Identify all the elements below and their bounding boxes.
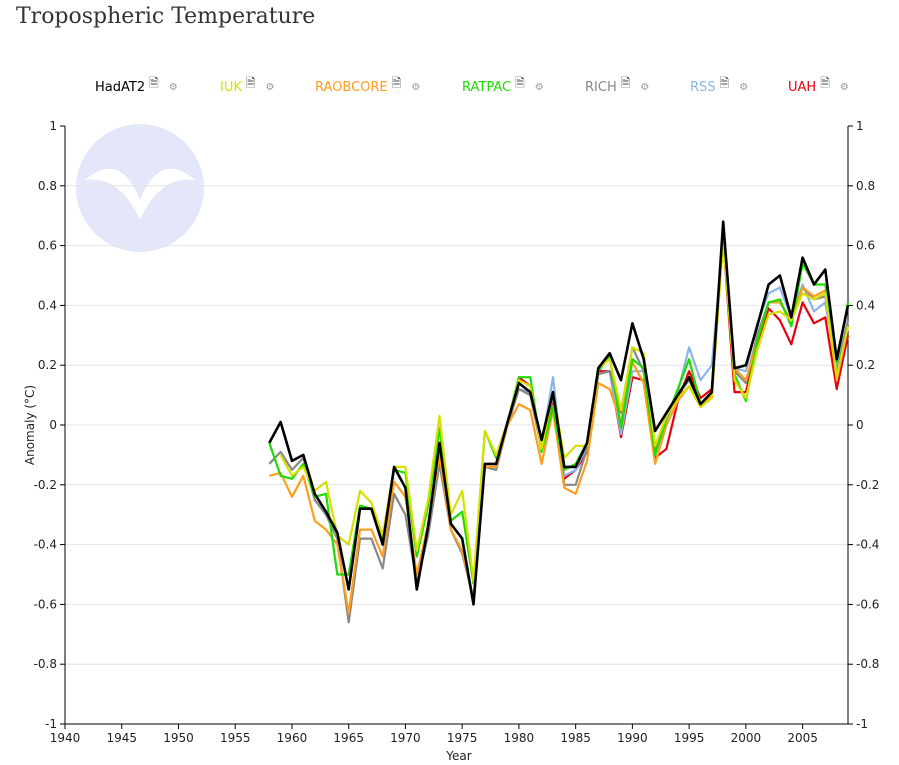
legend-item-rss[interactable]: RSS 🗎 ⚙ — [690, 76, 749, 95]
document-icon[interactable]: 🗎 — [391, 76, 402, 90]
document-icon[interactable]: 🗎 — [820, 76, 830, 90]
y-tick-label-right: 0.6 — [856, 239, 875, 253]
series-line-raobcore — [269, 238, 850, 615]
x-tick-label: 1985 — [560, 731, 591, 745]
y-axis-label: Anomaly (°C) — [23, 385, 37, 465]
series-line-hadat2 — [268, 220, 850, 606]
y-tick-label-right: -1 — [856, 717, 868, 731]
y-tick-label-left: -0.4 — [34, 538, 57, 552]
y-tick-label-right: -0.2 — [856, 478, 879, 492]
y-tick-label-right: -0.6 — [856, 597, 879, 611]
legend-item-iuk[interactable]: IUK 🗎 ⚙ — [220, 76, 275, 95]
legend-label[interactable]: RAOBCORE — [315, 80, 388, 95]
series-line-iuk — [279, 238, 850, 582]
y-tick-label-left: 0 — [49, 418, 57, 432]
x-tick-label: 2005 — [787, 731, 818, 745]
y-tick-label-left: 0.8 — [38, 179, 57, 193]
y-tick-label-right: 0.2 — [856, 358, 875, 372]
noaa-logo-bird — [85, 168, 195, 220]
y-tick-label-left: 1 — [49, 119, 57, 133]
x-tick-label: 1990 — [617, 731, 648, 745]
gear-icon[interactable]: ⚙ — [411, 82, 421, 93]
legend: HadAT2 🗎 ⚙ IUK 🗎 ⚙ RAOBCORE 🗎 ⚙ RATPAC 🗎 ⚙ RICH 🗎 ⚙ RSS… — [0, 76, 899, 102]
x-tick-label: 1955 — [220, 731, 251, 745]
x-tick-label: 1960 — [277, 731, 308, 745]
y-tick-label-left: -0.8 — [34, 657, 57, 671]
x-tick-label: 1945 — [106, 731, 137, 745]
y-tick-label-right: -0.4 — [856, 538, 879, 552]
legend-label[interactable]: UAH — [788, 80, 817, 95]
x-tick-label: 1995 — [674, 731, 705, 745]
x-axis-label: Year — [445, 749, 471, 763]
y-tick-label-left: 0.6 — [38, 239, 57, 253]
gear-icon[interactable]: ⚙ — [839, 82, 849, 93]
document-icon[interactable]: 🗎 — [149, 76, 159, 90]
legend-item-hadat2[interactable]: HadAT2 🗎 ⚙ — [95, 76, 178, 95]
legend-label[interactable]: HadAT2 — [95, 80, 146, 95]
y-tick-label-left: 0.2 — [38, 358, 57, 372]
gear-icon[interactable]: ⚙ — [534, 82, 544, 93]
noaa-logo-watermark — [76, 124, 204, 252]
y-tick-label-left: -0.6 — [34, 597, 57, 611]
gear-icon[interactable]: ⚙ — [640, 82, 650, 93]
document-icon[interactable]: 🗎 — [620, 76, 631, 90]
x-tick-label: 2000 — [731, 731, 762, 745]
legend-label[interactable]: RSS — [690, 80, 716, 95]
document-icon[interactable]: 🗎 — [719, 76, 730, 90]
gear-icon[interactable]: ⚙ — [265, 82, 275, 93]
x-tick-label: 1950 — [163, 731, 194, 745]
page-title: Tropospheric Temperature — [16, 4, 316, 29]
legend-item-raobcore[interactable]: RAOBCORE 🗎 ⚙ — [315, 76, 421, 95]
x-tick-label: 1980 — [504, 731, 535, 745]
legend-label[interactable]: RICH — [585, 80, 617, 95]
document-icon[interactable]: 🗎 — [245, 76, 256, 90]
y-tick-label-right: -0.8 — [856, 657, 879, 671]
noaa-logo-circle — [76, 124, 204, 252]
legend-label[interactable]: IUK — [220, 80, 242, 95]
gear-icon[interactable]: ⚙ — [739, 82, 749, 93]
legend-item-uah[interactable]: UAH 🗎 ⚙ — [788, 76, 849, 95]
y-tick-label-left: -0.2 — [34, 478, 57, 492]
y-tick-label-right: 0.8 — [856, 179, 875, 193]
document-icon[interactable]: 🗎 — [515, 76, 525, 90]
y-tick-label-right: 1 — [856, 119, 864, 133]
y-tick-label-left: 0.4 — [38, 298, 57, 312]
gear-icon[interactable]: ⚙ — [168, 82, 178, 93]
x-tick-label: 1965 — [333, 731, 364, 745]
x-tick-label: 1970 — [390, 731, 421, 745]
y-tick-label-left: -1 — [45, 717, 57, 731]
x-tick-label: 1940 — [50, 731, 81, 745]
legend-item-ratpac[interactable]: RATPAC 🗎 ⚙ — [462, 76, 544, 95]
x-tick-label: 1975 — [447, 731, 478, 745]
legend-label[interactable]: RATPAC — [462, 80, 512, 95]
y-tick-label-right: 0 — [856, 418, 864, 432]
legend-item-rich[interactable]: RICH 🗎 ⚙ — [585, 76, 650, 95]
y-tick-label-right: 0.4 — [856, 298, 875, 312]
